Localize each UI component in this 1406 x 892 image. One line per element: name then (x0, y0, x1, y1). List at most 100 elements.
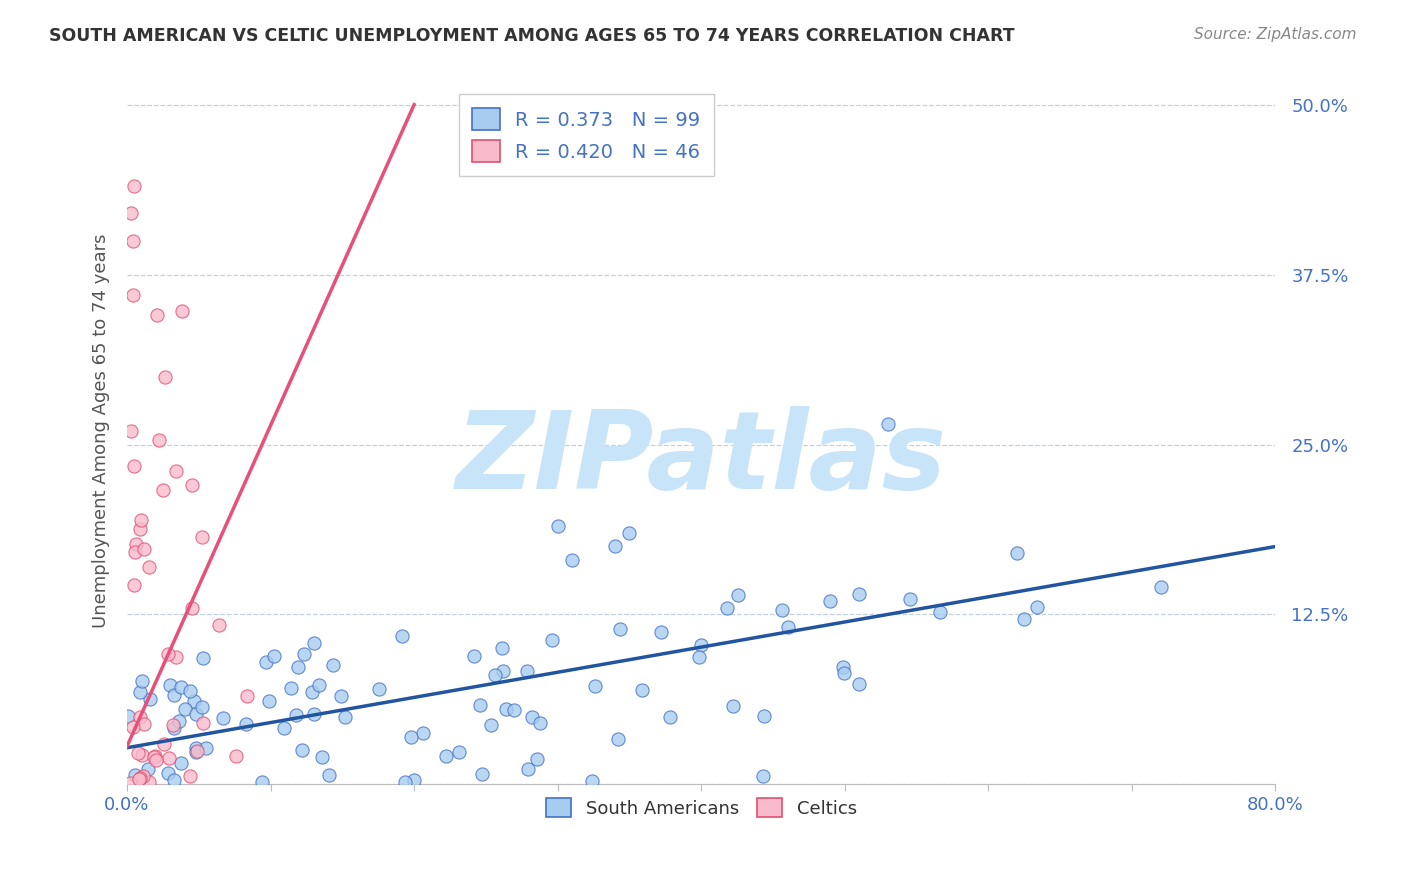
Point (131, 748, 153, 763)
Point (157, 647, 180, 661)
Point (129, 684, 152, 698)
Point (770, 603, 793, 617)
Point (250, 774, 273, 789)
Point (529, 716, 551, 731)
Point (191, 700, 214, 714)
Point (132, 716, 155, 731)
Point (132, 542, 155, 557)
Point (138, 762, 160, 776)
Point (172, 304, 194, 318)
Point (146, 308, 169, 322)
Point (165, 649, 187, 664)
Point (607, 731, 630, 746)
Point (820, 594, 842, 608)
Point (630, 682, 652, 697)
Point (561, 553, 583, 567)
Point (128, 772, 150, 786)
Point (208, 618, 231, 632)
Point (159, 678, 181, 692)
Point (225, 748, 247, 763)
Point (195, 741, 218, 756)
Point (186, 706, 208, 721)
Point (163, 722, 186, 736)
Point (776, 620, 799, 634)
Point (128, 710, 150, 724)
Point (212, 711, 235, 725)
Point (752, 769, 775, 783)
Point (898, 592, 921, 607)
Point (716, 601, 738, 615)
Point (1005, 546, 1028, 560)
Point (170, 680, 193, 694)
Point (754, 709, 776, 723)
Point (181, 601, 204, 615)
Point (391, 629, 413, 643)
Point (163, 772, 186, 787)
Point (484, 668, 506, 682)
Point (152, 737, 174, 751)
Y-axis label: Unemployment Among Ages 65 to 74 years: Unemployment Among Ages 65 to 74 years (93, 234, 110, 628)
Point (191, 715, 214, 730)
Point (404, 772, 426, 787)
Point (650, 625, 672, 640)
Point (318, 767, 340, 781)
Point (301, 684, 323, 698)
Point (1025, 600, 1047, 615)
Point (449, 745, 471, 759)
Point (412, 726, 434, 740)
Point (157, 751, 180, 765)
Point (1012, 612, 1035, 626)
Point (148, 433, 170, 447)
Point (259, 694, 281, 708)
Point (470, 767, 492, 781)
Point (235, 689, 257, 703)
Point (132, 769, 155, 783)
Point (143, 750, 166, 764)
Point (690, 638, 713, 652)
Point (434, 748, 457, 763)
Point (721, 699, 744, 714)
Point (284, 707, 307, 722)
Point (152, 483, 174, 497)
Point (153, 369, 176, 384)
Point (541, 633, 564, 648)
Point (287, 660, 309, 674)
Point (1149, 580, 1171, 594)
Point (302, 707, 325, 722)
Point (138, 560, 160, 574)
Point (138, 692, 160, 706)
Point (127, 746, 149, 760)
Point (183, 694, 205, 708)
Point (254, 655, 277, 669)
Point (186, 740, 208, 755)
Point (581, 773, 603, 788)
Point (180, 478, 202, 492)
Point (184, 745, 207, 759)
Point (291, 743, 314, 757)
Text: SOUTH AMERICAN VS CELTIC UNEMPLOYMENT AMONG AGES 65 TO 74 YEARS CORRELATION CHAR: SOUTH AMERICAN VS CELTIC UNEMPLOYMENT AM… (49, 27, 1015, 45)
Point (520, 710, 543, 724)
Point (516, 762, 538, 776)
Point (179, 684, 201, 698)
Point (167, 714, 190, 728)
Point (124, 545, 146, 559)
Point (162, 718, 184, 732)
Text: Source: ZipAtlas.com: Source: ZipAtlas.com (1194, 27, 1357, 42)
Point (311, 750, 333, 764)
Point (468, 698, 491, 713)
Point (191, 651, 214, 665)
Point (163, 688, 186, 702)
Point (399, 730, 422, 744)
Text: ZIPatlas: ZIPatlas (456, 406, 946, 512)
Point (547, 519, 569, 533)
Point (394, 775, 416, 789)
Point (619, 525, 641, 540)
Point (280, 681, 302, 695)
Point (479, 718, 502, 732)
Point (495, 701, 517, 715)
Legend: South Americans, Celtics: South Americans, Celtics (538, 791, 863, 825)
Point (145, 753, 167, 767)
Point (292, 647, 315, 661)
Point (122, 179, 145, 194)
Point (848, 677, 870, 691)
